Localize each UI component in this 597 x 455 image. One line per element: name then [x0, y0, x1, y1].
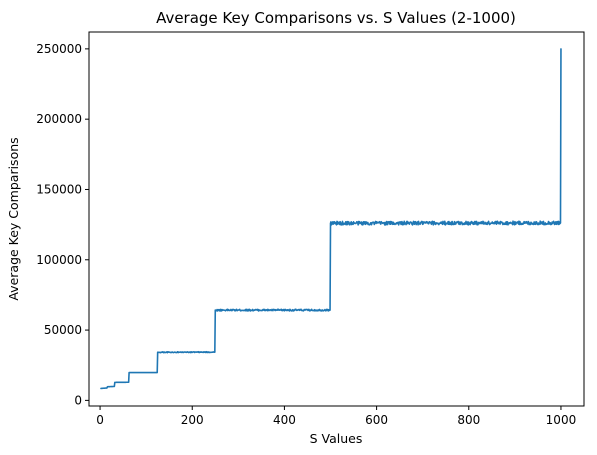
plot-frame [88, 31, 585, 407]
series-layer [100, 48, 562, 390]
series-line [100, 48, 562, 390]
x-tick-label: 200 [181, 413, 204, 427]
y-axis-ticks: 0 50000 100000 150000 200000 250000 [36, 42, 89, 407]
y-tick-label: 50000 [44, 323, 82, 337]
x-tick-label: 1000 [546, 413, 577, 427]
y-tick-label: 250000 [36, 42, 82, 56]
y-axis-label: Average Key Comparisons [6, 137, 21, 300]
x-tick-label: 800 [457, 413, 480, 427]
chart-title: Average Key Comparisons vs. S Values (2-… [156, 9, 516, 27]
y-tick-label: 100000 [36, 253, 82, 267]
x-tick-label: 400 [273, 413, 296, 427]
y-tick-label: 200000 [36, 112, 82, 126]
plot-area [89, 32, 584, 406]
x-tick-label: 0 [96, 413, 104, 427]
y-tick-label: 150000 [36, 182, 82, 196]
x-axis-label: S Values [310, 431, 363, 446]
y-tick-label: 0 [74, 393, 82, 407]
x-tick-label: 600 [365, 413, 388, 427]
x-axis-ticks: 0 200 400 600 800 1000 [96, 406, 576, 427]
